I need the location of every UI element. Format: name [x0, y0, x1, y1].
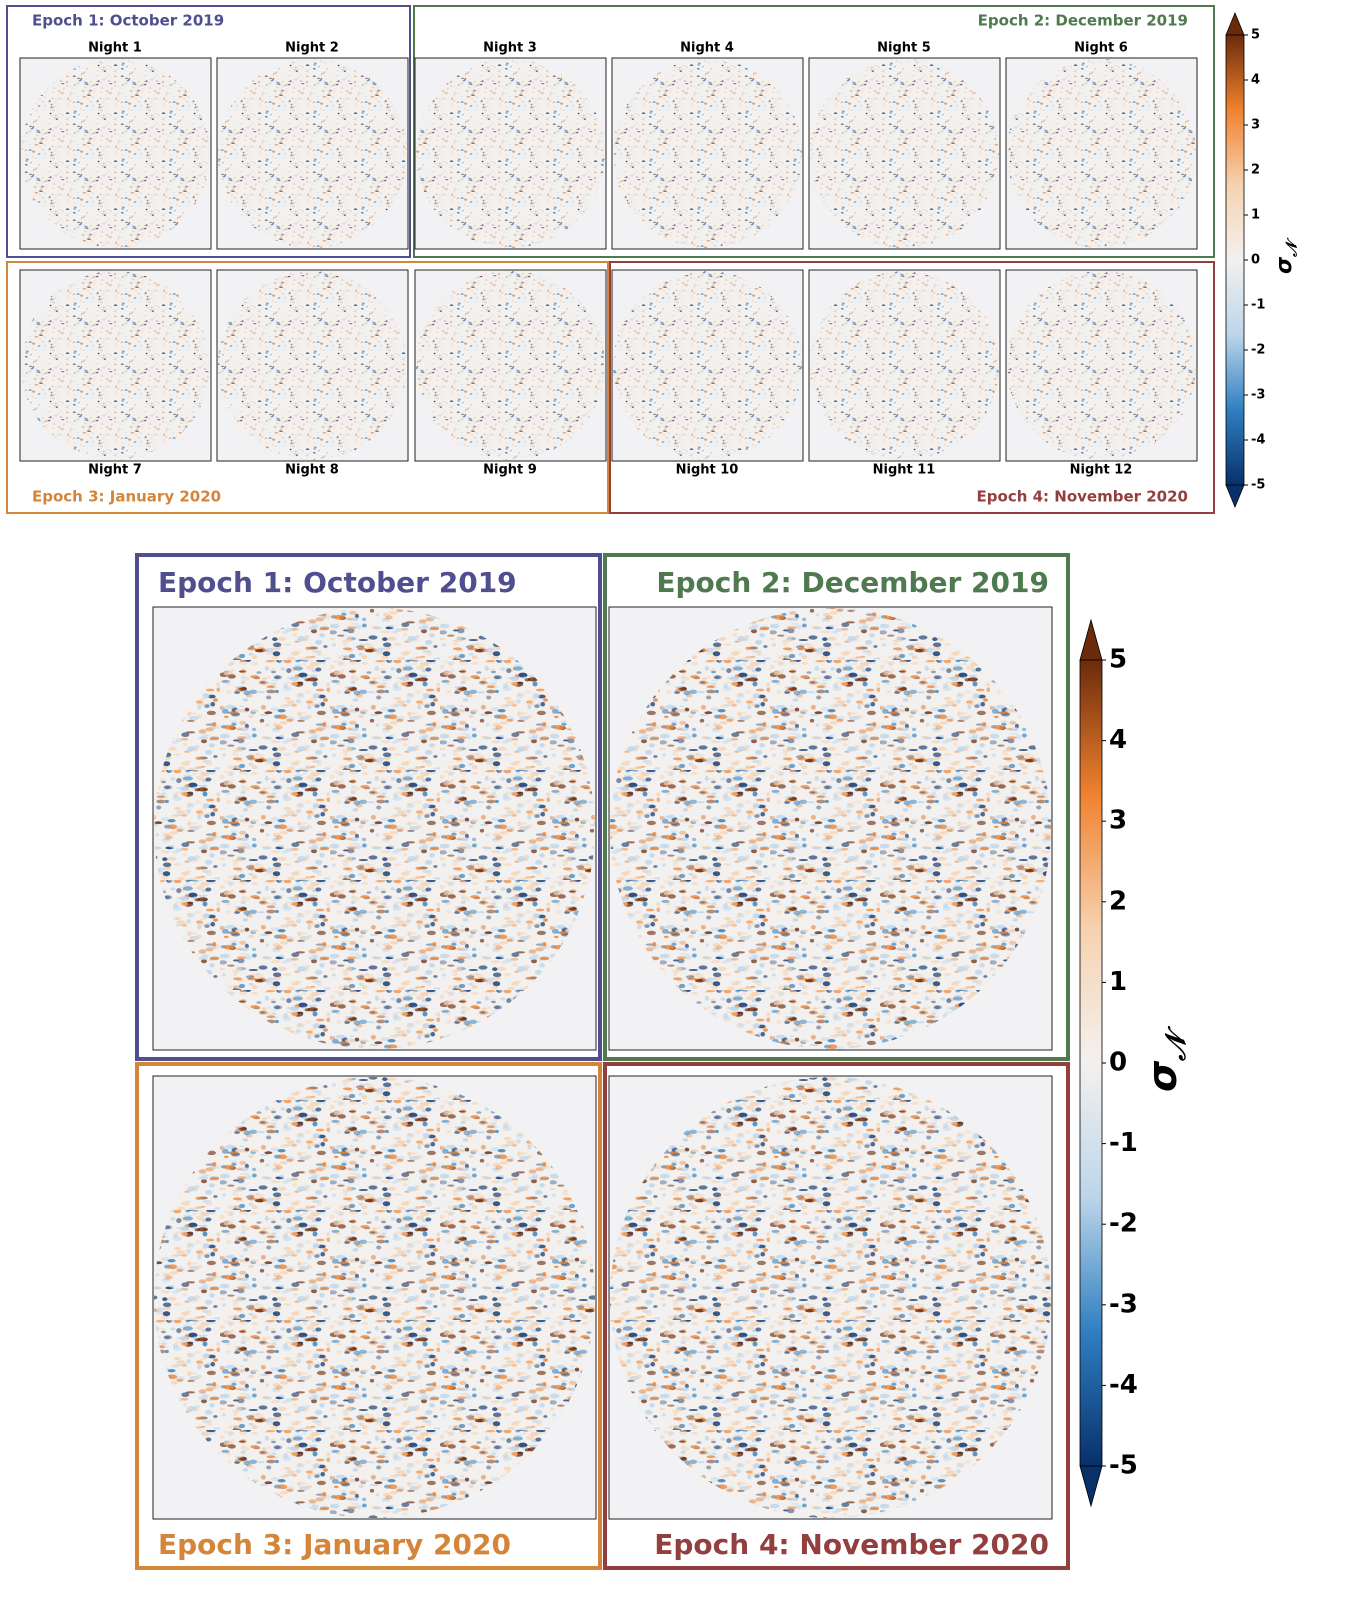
colorbar-extend-bottom	[1079, 1465, 1103, 1508]
colorbar-tick-label: 4	[1251, 73, 1260, 88]
noise-map	[154, 1077, 595, 1518]
noise-map	[154, 608, 595, 1049]
noise-map	[810, 271, 999, 460]
colorbar-tick-label: 2	[1251, 163, 1260, 178]
epoch-box	[603, 1062, 1070, 1570]
epoch-title: Epoch 2: December 2019	[656, 566, 1049, 599]
night-label: Night 4	[680, 41, 734, 56]
noise-map	[416, 59, 605, 248]
noise-map	[613, 271, 802, 460]
noise-map	[810, 59, 999, 248]
night-label: Night 12	[1070, 463, 1133, 478]
colorbar-subscript: 𝒩	[1282, 237, 1300, 258]
noise-map	[613, 59, 802, 248]
colorbar	[1225, 34, 1245, 486]
colorbar-tick-label: 3	[1251, 118, 1260, 133]
night-label: Night 7	[88, 463, 142, 478]
colorbar-tick-label: -2	[1251, 343, 1265, 358]
colorbar-tick-label: -3	[1109, 1289, 1138, 1319]
epoch-title: Epoch 1: October 2019	[32, 12, 224, 30]
colorbar-tick-label: 3	[1109, 806, 1127, 836]
epoch-box	[609, 261, 1215, 514]
colorbar-tick-label: 0	[1109, 1048, 1127, 1078]
night-label: Night 6	[1074, 41, 1128, 56]
noise-map	[1007, 271, 1196, 460]
night-label: Night 3	[483, 41, 537, 56]
colorbar-extend-top	[1079, 618, 1103, 661]
colorbar-subscript: 𝒩	[1159, 1025, 1192, 1062]
colorbar-tick-label: -4	[1251, 433, 1265, 448]
colorbar-tick-label: -4	[1109, 1370, 1138, 1400]
colorbar-tick-label: -1	[1251, 298, 1265, 313]
colorbar-extend-bottom	[1225, 484, 1245, 509]
colorbar-tick-label: 4	[1109, 725, 1127, 755]
noise-map	[218, 271, 407, 460]
colorbar-symbol: σ	[1272, 256, 1297, 274]
noise-map	[1007, 59, 1196, 248]
epoch-box	[6, 5, 411, 258]
colorbar-tick-label: 1	[1251, 208, 1260, 223]
night-label: Night 8	[285, 463, 339, 478]
noise-map	[610, 608, 1051, 1049]
colorbar-label: σ𝒩	[1140, 1025, 1192, 1092]
colorbar-tick-label: 2	[1109, 886, 1127, 916]
noise-map	[610, 1077, 1051, 1518]
noise-map	[218, 59, 407, 248]
colorbar-tick-label: -2	[1109, 1209, 1138, 1239]
colorbar-tick-label: 0	[1251, 253, 1260, 268]
colorbar-extend-top	[1225, 11, 1245, 36]
epoch-box	[135, 553, 602, 1061]
epoch-box	[413, 5, 1215, 258]
noise-map	[21, 271, 210, 460]
colorbar-label: σ𝒩	[1272, 237, 1300, 274]
night-label: Night 1	[88, 41, 142, 56]
epoch-title: Epoch 3: January 2020	[32, 488, 221, 506]
colorbar-tick-label: 5	[1109, 645, 1127, 675]
night-label: Night 10	[676, 463, 739, 478]
night-label: Night 5	[877, 41, 931, 56]
colorbar-tick-label: -5	[1251, 478, 1265, 493]
night-label: Night 11	[873, 463, 936, 478]
colorbar-tick-label: 5	[1251, 28, 1260, 43]
noise-map	[416, 271, 605, 460]
epoch-title: Epoch 2: December 2019	[978, 12, 1188, 30]
noise-map	[21, 59, 210, 248]
colorbar-symbol: σ	[1140, 1060, 1186, 1092]
night-label: Night 2	[285, 41, 339, 56]
epoch-title: Epoch 4: November 2020	[977, 488, 1188, 506]
colorbar-tick-label: -5	[1109, 1451, 1138, 1481]
epoch-title: Epoch 4: November 2020	[654, 1528, 1049, 1561]
epoch-title: Epoch 1: October 2019	[158, 566, 517, 599]
epoch-box	[135, 1062, 602, 1570]
epoch-box	[6, 261, 609, 514]
colorbar	[1079, 659, 1103, 1467]
epoch-title: Epoch 3: January 2020	[158, 1528, 511, 1561]
night-label: Night 9	[483, 463, 537, 478]
colorbar-tick-label: -3	[1251, 388, 1265, 403]
epoch-box	[603, 553, 1070, 1061]
colorbar-tick-label: 1	[1109, 967, 1127, 997]
colorbar-tick-label: -1	[1109, 1128, 1138, 1158]
